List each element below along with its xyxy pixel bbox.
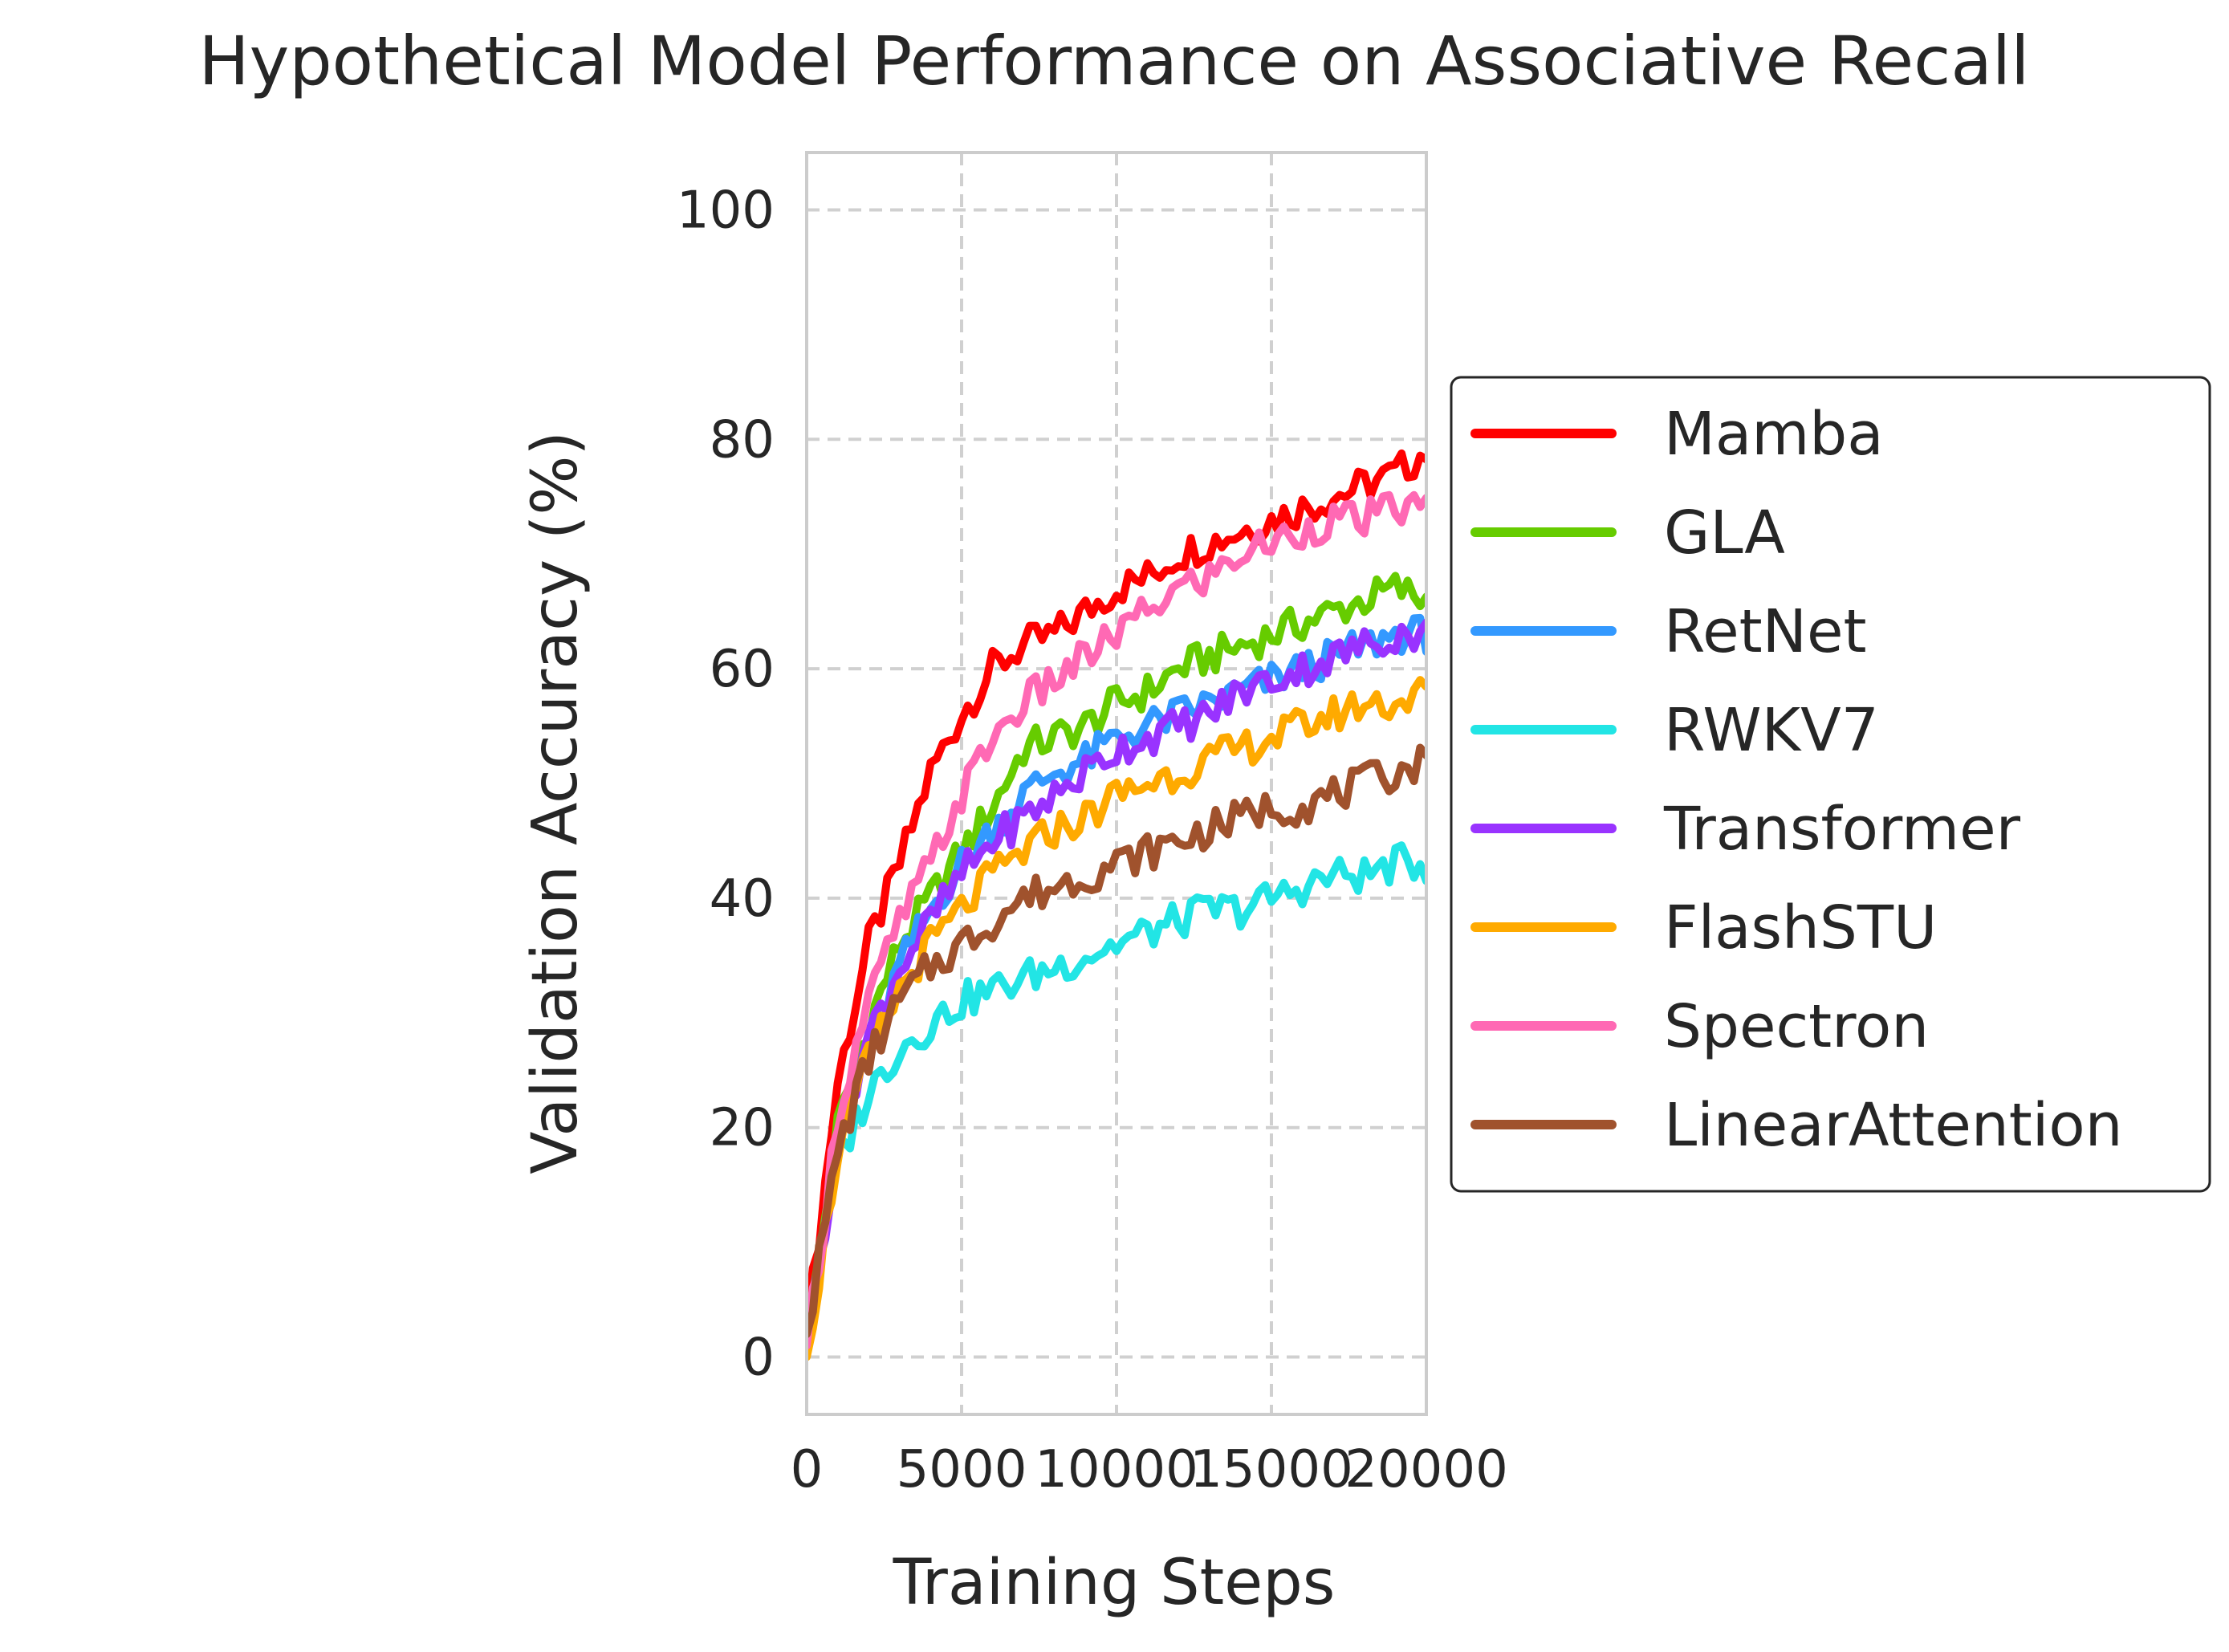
y-tick-label: 40	[710, 869, 775, 929]
legend-label-linearattention: LinearAttention	[1664, 1091, 2123, 1160]
x-tick-label: 15000	[1190, 1440, 1353, 1499]
x-tick-label: 10000	[1035, 1440, 1198, 1499]
series-line-mamba	[807, 449, 1426, 1338]
legend-label-flashstu: FlashSTU	[1664, 893, 1937, 962]
plot-frame	[805, 151, 1428, 1416]
legend-box	[1450, 376, 2211, 1193]
y-tick-label: 80	[710, 410, 775, 470]
y-axis-label: Validation Accuracy (%)	[519, 431, 592, 1174]
series-line-transformer	[807, 618, 1426, 1350]
legend-label-transformer: Transformer	[1663, 795, 2021, 864]
y-tick-label: 100	[677, 181, 775, 240]
chart-title: Hypothetical Model Performance on Associ…	[198, 22, 2029, 100]
series-line-linearattention	[807, 743, 1426, 1338]
series-line-gla	[807, 572, 1426, 1350]
y-tick-label: 20	[710, 1099, 775, 1158]
legend: Mamba GLA RetNet RWKV7 Transformer FlashSTU Sp…	[1450, 376, 2211, 1193]
y-tick-label: 60	[710, 640, 775, 699]
legend-label-rwkv7: RWKV7	[1664, 696, 1879, 765]
x-axis-label: Training Steps	[893, 1547, 1336, 1619]
legend-label-mamba: Mamba	[1664, 400, 1884, 469]
x-tick-label: 20000	[1344, 1440, 1508, 1499]
x-tick-label: 0	[791, 1440, 824, 1499]
legend-label-spectron: Spectron	[1664, 992, 1929, 1061]
series-line-rwkv7	[807, 841, 1426, 1350]
legend-label-gla: GLA	[1664, 498, 1785, 568]
y-tick-label: 0	[742, 1329, 775, 1388]
x-tick-label: 5000	[897, 1440, 1027, 1499]
legend-label-retnet: RetNet	[1664, 597, 1867, 666]
series-line-spectron	[807, 490, 1426, 1350]
